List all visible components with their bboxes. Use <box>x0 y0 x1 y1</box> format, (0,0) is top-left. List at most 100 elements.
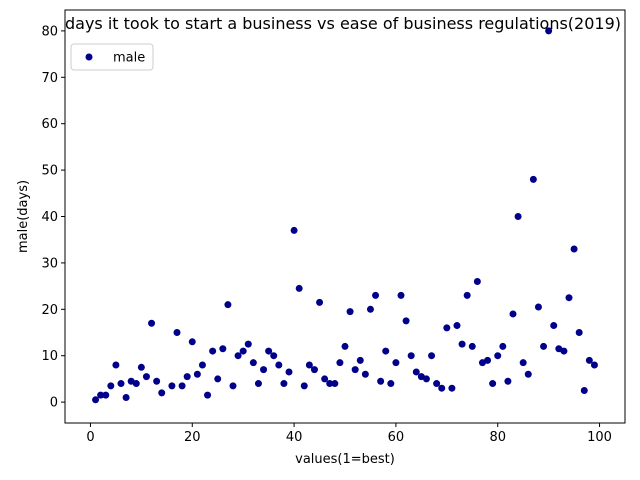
plot-frame <box>64 9 626 424</box>
data-point <box>407 352 415 360</box>
data-point <box>260 366 268 374</box>
chart-title: days it took to start a business vs ease… <box>65 14 621 33</box>
data-point <box>448 384 456 392</box>
data-point <box>433 380 441 388</box>
legend-marker <box>85 53 93 61</box>
data-point <box>453 322 461 330</box>
data-point <box>499 342 507 350</box>
y-axis: 0 10 20 30 40 50 60 70 80 <box>41 24 65 411</box>
data-point <box>173 329 181 337</box>
x-tick-label: 60 <box>388 430 405 445</box>
x-axis-label: values(1=best) <box>295 452 395 467</box>
data-point <box>310 366 318 374</box>
data-point <box>280 380 288 388</box>
data-point <box>270 352 278 360</box>
data-point <box>117 380 125 388</box>
legend-frame <box>70 43 154 71</box>
data-point <box>326 380 334 388</box>
data-point <box>275 361 283 369</box>
data-point <box>534 303 542 311</box>
data-point <box>341 342 349 350</box>
data-point <box>387 380 395 388</box>
data-point <box>107 382 115 390</box>
data-point <box>397 291 405 299</box>
x-axis: 0 20 40 60 80 100 <box>86 423 612 445</box>
data-point <box>209 347 217 355</box>
data-point <box>285 368 293 376</box>
data-point <box>575 329 583 337</box>
y-axis-label: male(days) <box>16 180 31 253</box>
data-point <box>224 301 232 309</box>
x-tick-label: 80 <box>489 430 506 445</box>
data-point <box>585 356 593 364</box>
data-point <box>346 308 354 316</box>
data-point <box>183 373 191 381</box>
data-point <box>153 377 161 385</box>
data-point <box>234 352 242 360</box>
data-point <box>148 319 156 327</box>
y-tick-label: 50 <box>41 164 58 179</box>
data-point <box>366 305 374 313</box>
data-point <box>463 291 471 299</box>
data-point <box>188 338 196 346</box>
data-point <box>193 370 201 378</box>
y-tick-label: 20 <box>41 303 58 318</box>
data-point <box>509 310 517 318</box>
data-point <box>305 361 313 369</box>
data-point <box>229 382 237 390</box>
legend-label-male: male <box>113 51 145 66</box>
data-point <box>112 361 120 369</box>
data-point <box>504 377 512 385</box>
data-point <box>473 277 481 285</box>
data-point <box>560 347 568 355</box>
data-point <box>494 352 502 360</box>
data-point <box>249 359 257 367</box>
y-tick-label: 0 <box>50 396 58 411</box>
data-point <box>254 380 262 388</box>
data-point <box>529 175 537 183</box>
data-point <box>565 294 573 302</box>
y-tick-label: 30 <box>41 256 58 271</box>
y-tick-label: 70 <box>41 71 58 86</box>
data-point <box>295 284 303 292</box>
legend: male <box>70 43 154 71</box>
data-point <box>550 322 558 330</box>
x-tick-label: 100 <box>587 430 612 445</box>
data-point <box>168 382 176 390</box>
data-point <box>412 368 420 376</box>
data-point <box>468 342 476 350</box>
data-point <box>580 387 588 395</box>
data-point <box>204 391 212 399</box>
data-point <box>300 382 308 390</box>
data-point <box>214 375 222 383</box>
data-point <box>438 384 446 392</box>
data-point <box>570 245 578 253</box>
data-point <box>351 366 359 374</box>
x-tick-label: 20 <box>184 430 201 445</box>
data-point <box>290 226 298 234</box>
data-point <box>524 370 532 378</box>
data-point <box>402 317 410 325</box>
data-point <box>336 359 344 367</box>
data-point <box>219 345 227 353</box>
data-point <box>443 324 451 332</box>
data-point <box>178 382 186 390</box>
data-point <box>331 380 339 388</box>
data-point <box>244 340 252 348</box>
data-point <box>239 347 247 355</box>
y-tick-label: 80 <box>41 24 58 39</box>
y-tick-label: 60 <box>41 117 58 132</box>
data-point <box>142 373 150 381</box>
data-point <box>377 377 385 385</box>
data-point <box>458 340 466 348</box>
data-point <box>158 389 166 397</box>
data-point <box>122 393 130 401</box>
data-point <box>265 347 273 355</box>
data-point <box>361 370 369 378</box>
data-point <box>484 356 492 364</box>
data-point <box>92 396 100 404</box>
y-tick-label: 10 <box>41 349 58 364</box>
y-tick-label: 40 <box>41 210 58 225</box>
data-point <box>422 375 430 383</box>
